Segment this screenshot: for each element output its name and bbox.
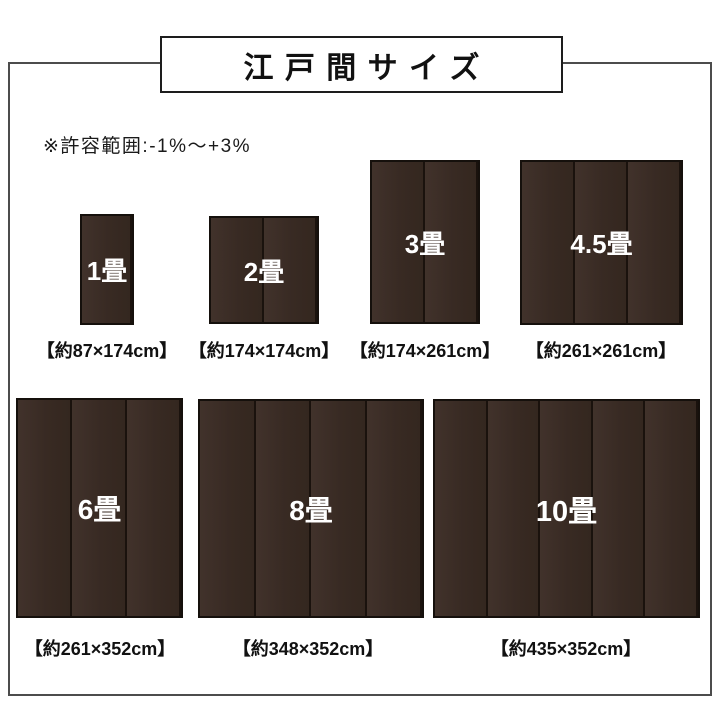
rug-1jo-label: 1畳 (86, 256, 128, 286)
tatami-panel (126, 400, 181, 616)
tatami-panel (366, 401, 422, 616)
rug-2jo: 2畳 (209, 216, 319, 324)
rug-6jo-dimensions: 【約261×352cm】 (24, 639, 176, 659)
rug-4-5jo-label: 4.5畳 (570, 229, 633, 259)
title-box: 江戸間サイズ (160, 36, 563, 93)
rug-10jo-label: 10畳 (535, 495, 598, 528)
tatami-panel (311, 401, 367, 616)
rug-4-5jo-dimensions: 【約261×261cm】 (525, 341, 677, 361)
rug-4-5jo: 4.5畳 (520, 160, 683, 325)
tatami-panel (628, 162, 681, 323)
tatami-panel (255, 401, 311, 616)
rug-3jo: 3畳 (370, 160, 480, 324)
rug-8jo-dimensions: 【約348×352cm】 (232, 639, 384, 659)
rug-8jo: 8畳 (198, 399, 424, 618)
tatami-panel (82, 216, 132, 323)
tolerance-note: ※許容範囲:-1%〜+3% (43, 136, 252, 157)
rug-6jo: 6畳 (16, 398, 183, 618)
rug-6jo-label: 6畳 (77, 494, 122, 525)
rug-10jo: 10畳 (433, 399, 700, 618)
tatami-panel (487, 401, 541, 616)
tatami-panel (645, 401, 698, 616)
tatami-panel (435, 401, 488, 616)
tatami-panel (211, 218, 264, 322)
tatami-panel (575, 162, 628, 323)
rug-1jo: 1畳 (80, 214, 134, 325)
rug-10jo-dimensions: 【約435×352cm】 (490, 639, 642, 659)
rug-2jo-label: 2畳 (243, 256, 285, 287)
tatami-panel (264, 218, 317, 322)
tatami-panel (522, 162, 575, 323)
tatami-panel (200, 401, 256, 616)
rug-3jo-dimensions: 【約174×261cm】 (349, 341, 501, 361)
tatami-panel (372, 162, 425, 322)
tatami-panel (425, 162, 478, 322)
rug-1jo-dimensions: 【約87×174cm】 (36, 341, 178, 361)
rug-2jo-dimensions: 【約174×174cm】 (188, 341, 340, 361)
rug-3jo-label: 3畳 (404, 228, 446, 259)
rug-8jo-label: 8畳 (289, 494, 333, 526)
tatami-panel (18, 400, 73, 616)
tatami-panel (72, 400, 127, 616)
tatami-panel (592, 401, 646, 616)
tatami-panel (540, 401, 593, 616)
page-title: 江戸間サイズ (243, 51, 491, 85)
